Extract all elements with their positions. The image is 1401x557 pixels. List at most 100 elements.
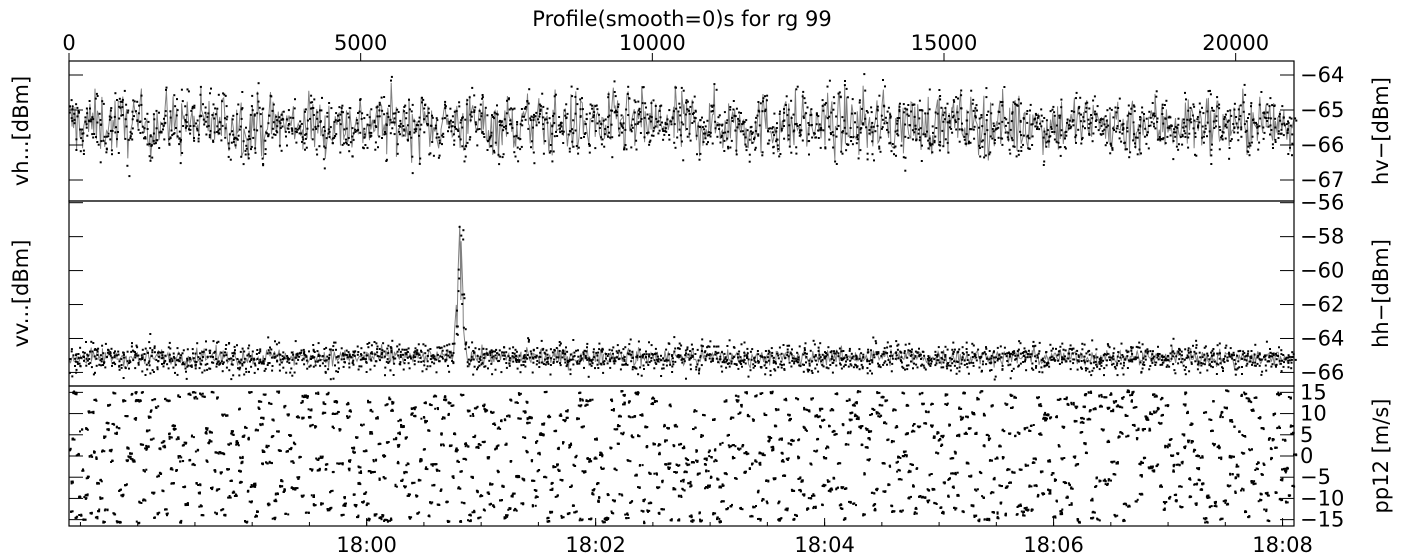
data-point — [409, 355, 412, 358]
data-point — [700, 344, 703, 347]
data-point — [1038, 370, 1041, 373]
data-point — [923, 366, 926, 369]
data-point — [127, 138, 130, 141]
data-point — [124, 415, 127, 417]
data-point — [261, 361, 264, 364]
data-point — [1085, 106, 1088, 109]
data-point — [221, 100, 224, 103]
data-point — [1011, 112, 1014, 115]
data-point — [665, 130, 668, 133]
data-point — [1080, 113, 1082, 116]
data-point — [1290, 358, 1293, 361]
data-point — [900, 361, 903, 364]
data-point — [140, 502, 143, 504]
data-point — [344, 353, 347, 356]
data-point — [111, 364, 113, 367]
data-point — [512, 346, 515, 349]
data-point — [457, 290, 460, 293]
data-point — [1008, 355, 1011, 358]
data-point — [1155, 90, 1158, 93]
data-point — [158, 147, 161, 149]
data-point — [349, 107, 352, 110]
data-point — [1279, 362, 1282, 365]
data-point — [640, 374, 643, 377]
data-point — [1055, 124, 1058, 127]
data-point — [380, 96, 383, 99]
data-point — [688, 357, 691, 360]
data-point — [927, 147, 930, 150]
data-point — [253, 113, 256, 116]
data-point — [1124, 358, 1127, 361]
data-point — [1113, 129, 1115, 131]
data-point — [1144, 358, 1147, 361]
data-point — [934, 135, 937, 138]
data-point — [1177, 362, 1180, 365]
data-point — [108, 353, 111, 356]
data-point — [280, 113, 283, 116]
data-point — [678, 102, 681, 105]
data-point — [162, 445, 165, 448]
data-point — [71, 437, 74, 440]
data-point — [560, 121, 563, 124]
data-point — [478, 360, 481, 363]
data-point — [99, 119, 102, 121]
data-point — [1126, 351, 1129, 354]
data-point — [453, 342, 456, 345]
data-point — [296, 354, 299, 357]
data-point — [347, 144, 350, 146]
data-point — [271, 369, 274, 372]
data-point — [1074, 136, 1077, 139]
data-point — [162, 351, 165, 354]
data-point — [784, 104, 787, 106]
data-point — [661, 121, 663, 124]
data-point — [347, 351, 350, 354]
data-point — [1187, 146, 1190, 149]
data-point — [1240, 126, 1243, 129]
data-point — [655, 117, 658, 120]
data-point — [192, 436, 195, 439]
data-point — [577, 152, 580, 155]
data-point — [515, 135, 518, 138]
data-point — [120, 100, 122, 103]
data-point — [306, 367, 309, 370]
data-point — [659, 123, 662, 126]
data-point — [417, 120, 420, 123]
data-point — [132, 350, 135, 353]
data-point — [768, 351, 771, 354]
data-point — [1036, 128, 1038, 130]
data-point — [99, 497, 102, 500]
data-point — [195, 122, 198, 125]
data-point — [415, 128, 418, 131]
data-point — [624, 144, 627, 146]
data-point — [672, 360, 674, 363]
data-point — [74, 393, 77, 395]
data-point — [1213, 360, 1216, 363]
data-point — [89, 361, 92, 364]
data-point — [299, 120, 302, 123]
data-point — [636, 122, 639, 125]
data-point — [690, 343, 693, 346]
data-point — [1159, 363, 1162, 366]
data-point — [1196, 368, 1199, 371]
data-point — [479, 103, 482, 106]
data-point — [859, 128, 862, 131]
data-point — [835, 364, 838, 367]
data-point — [516, 146, 519, 149]
data-point — [1157, 345, 1159, 348]
data-point — [1007, 131, 1010, 134]
data-point — [155, 109, 158, 112]
data-point — [135, 520, 138, 523]
data-point — [1206, 110, 1209, 113]
y-tick-label: −58 — [1300, 225, 1344, 249]
data-point — [1134, 142, 1136, 145]
data-point — [680, 358, 683, 361]
data-point — [570, 85, 573, 88]
data-point — [589, 363, 592, 366]
data-point — [378, 101, 381, 104]
data-point — [194, 395, 197, 398]
data-point — [1181, 135, 1184, 138]
data-point — [276, 359, 279, 362]
data-point — [948, 121, 951, 124]
data-point — [1061, 361, 1063, 364]
data-point — [638, 107, 641, 110]
